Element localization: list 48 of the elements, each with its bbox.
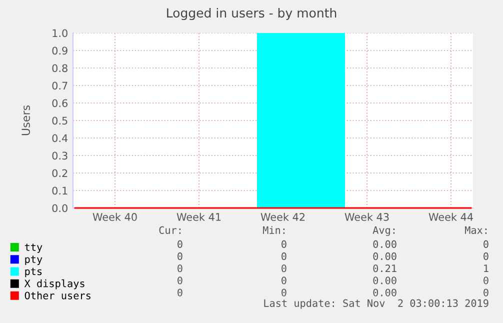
- text: Min:: [263, 226, 285, 234]
- text: 0: [282, 252, 286, 260]
- chart-title: Logged in users - by month: [167, 8, 336, 20]
- legend-label: X displays: [24, 279, 84, 290]
- legend-label: pts: [25, 268, 42, 278]
- legend-label: pty: [25, 256, 42, 266]
- text: 0.00: [373, 240, 396, 248]
- text: Avg:: [372, 226, 395, 236]
- text: 0: [282, 276, 286, 284]
- y-tick-label: 0.9: [52, 46, 68, 55]
- y-tick-label: 0.8: [52, 64, 68, 72]
- y-tick-label: 0.5: [52, 116, 68, 125]
- text: 0: [282, 288, 286, 296]
- text: 0: [282, 264, 286, 272]
- text: 0: [178, 252, 182, 260]
- text: 0.00: [373, 288, 396, 296]
- text: 0: [178, 276, 182, 284]
- legend-label: Other users: [24, 292, 90, 300]
- y-tick-label: 0.0: [52, 204, 68, 212]
- text: 0.21: [373, 264, 396, 272]
- x-tick-label: Week 42: [260, 212, 305, 221]
- text: 0: [178, 240, 182, 248]
- y-tick-label: 0.2: [52, 169, 68, 178]
- text: 0.00: [373, 276, 396, 284]
- y-tick-label: 0.6: [52, 99, 68, 108]
- text: 0: [484, 288, 488, 296]
- text: 0: [282, 240, 286, 248]
- text: 0: [484, 252, 488, 260]
- y-axis-title: Users: [22, 105, 30, 136]
- x-tick-label: Week 43: [344, 212, 389, 221]
- y-tick-label: 0.3: [52, 152, 68, 160]
- y-tick-label: 0.1: [52, 186, 68, 195]
- text: Last update: Sat Nov 2 03:00:13 2019: [264, 299, 488, 309]
- y-tick-label: 0.7: [52, 82, 68, 90]
- y-tick-label: 0.4: [52, 134, 68, 142]
- text: 0: [178, 264, 182, 272]
- text: 0: [484, 240, 488, 248]
- y-tick-label: 1.0: [52, 29, 68, 38]
- x-tick-label: Week 40: [92, 212, 137, 221]
- x-tick-label: Week 44: [428, 212, 473, 221]
- text: Cur:: [159, 226, 181, 234]
- text: Max:: [465, 226, 487, 234]
- text: 0: [484, 276, 488, 284]
- text: 0: [178, 288, 182, 296]
- text: 0.00: [373, 252, 396, 260]
- text: 1: [484, 264, 488, 272]
- legend-label: tty: [24, 244, 42, 253]
- x-tick-label: Week 41: [176, 212, 221, 221]
